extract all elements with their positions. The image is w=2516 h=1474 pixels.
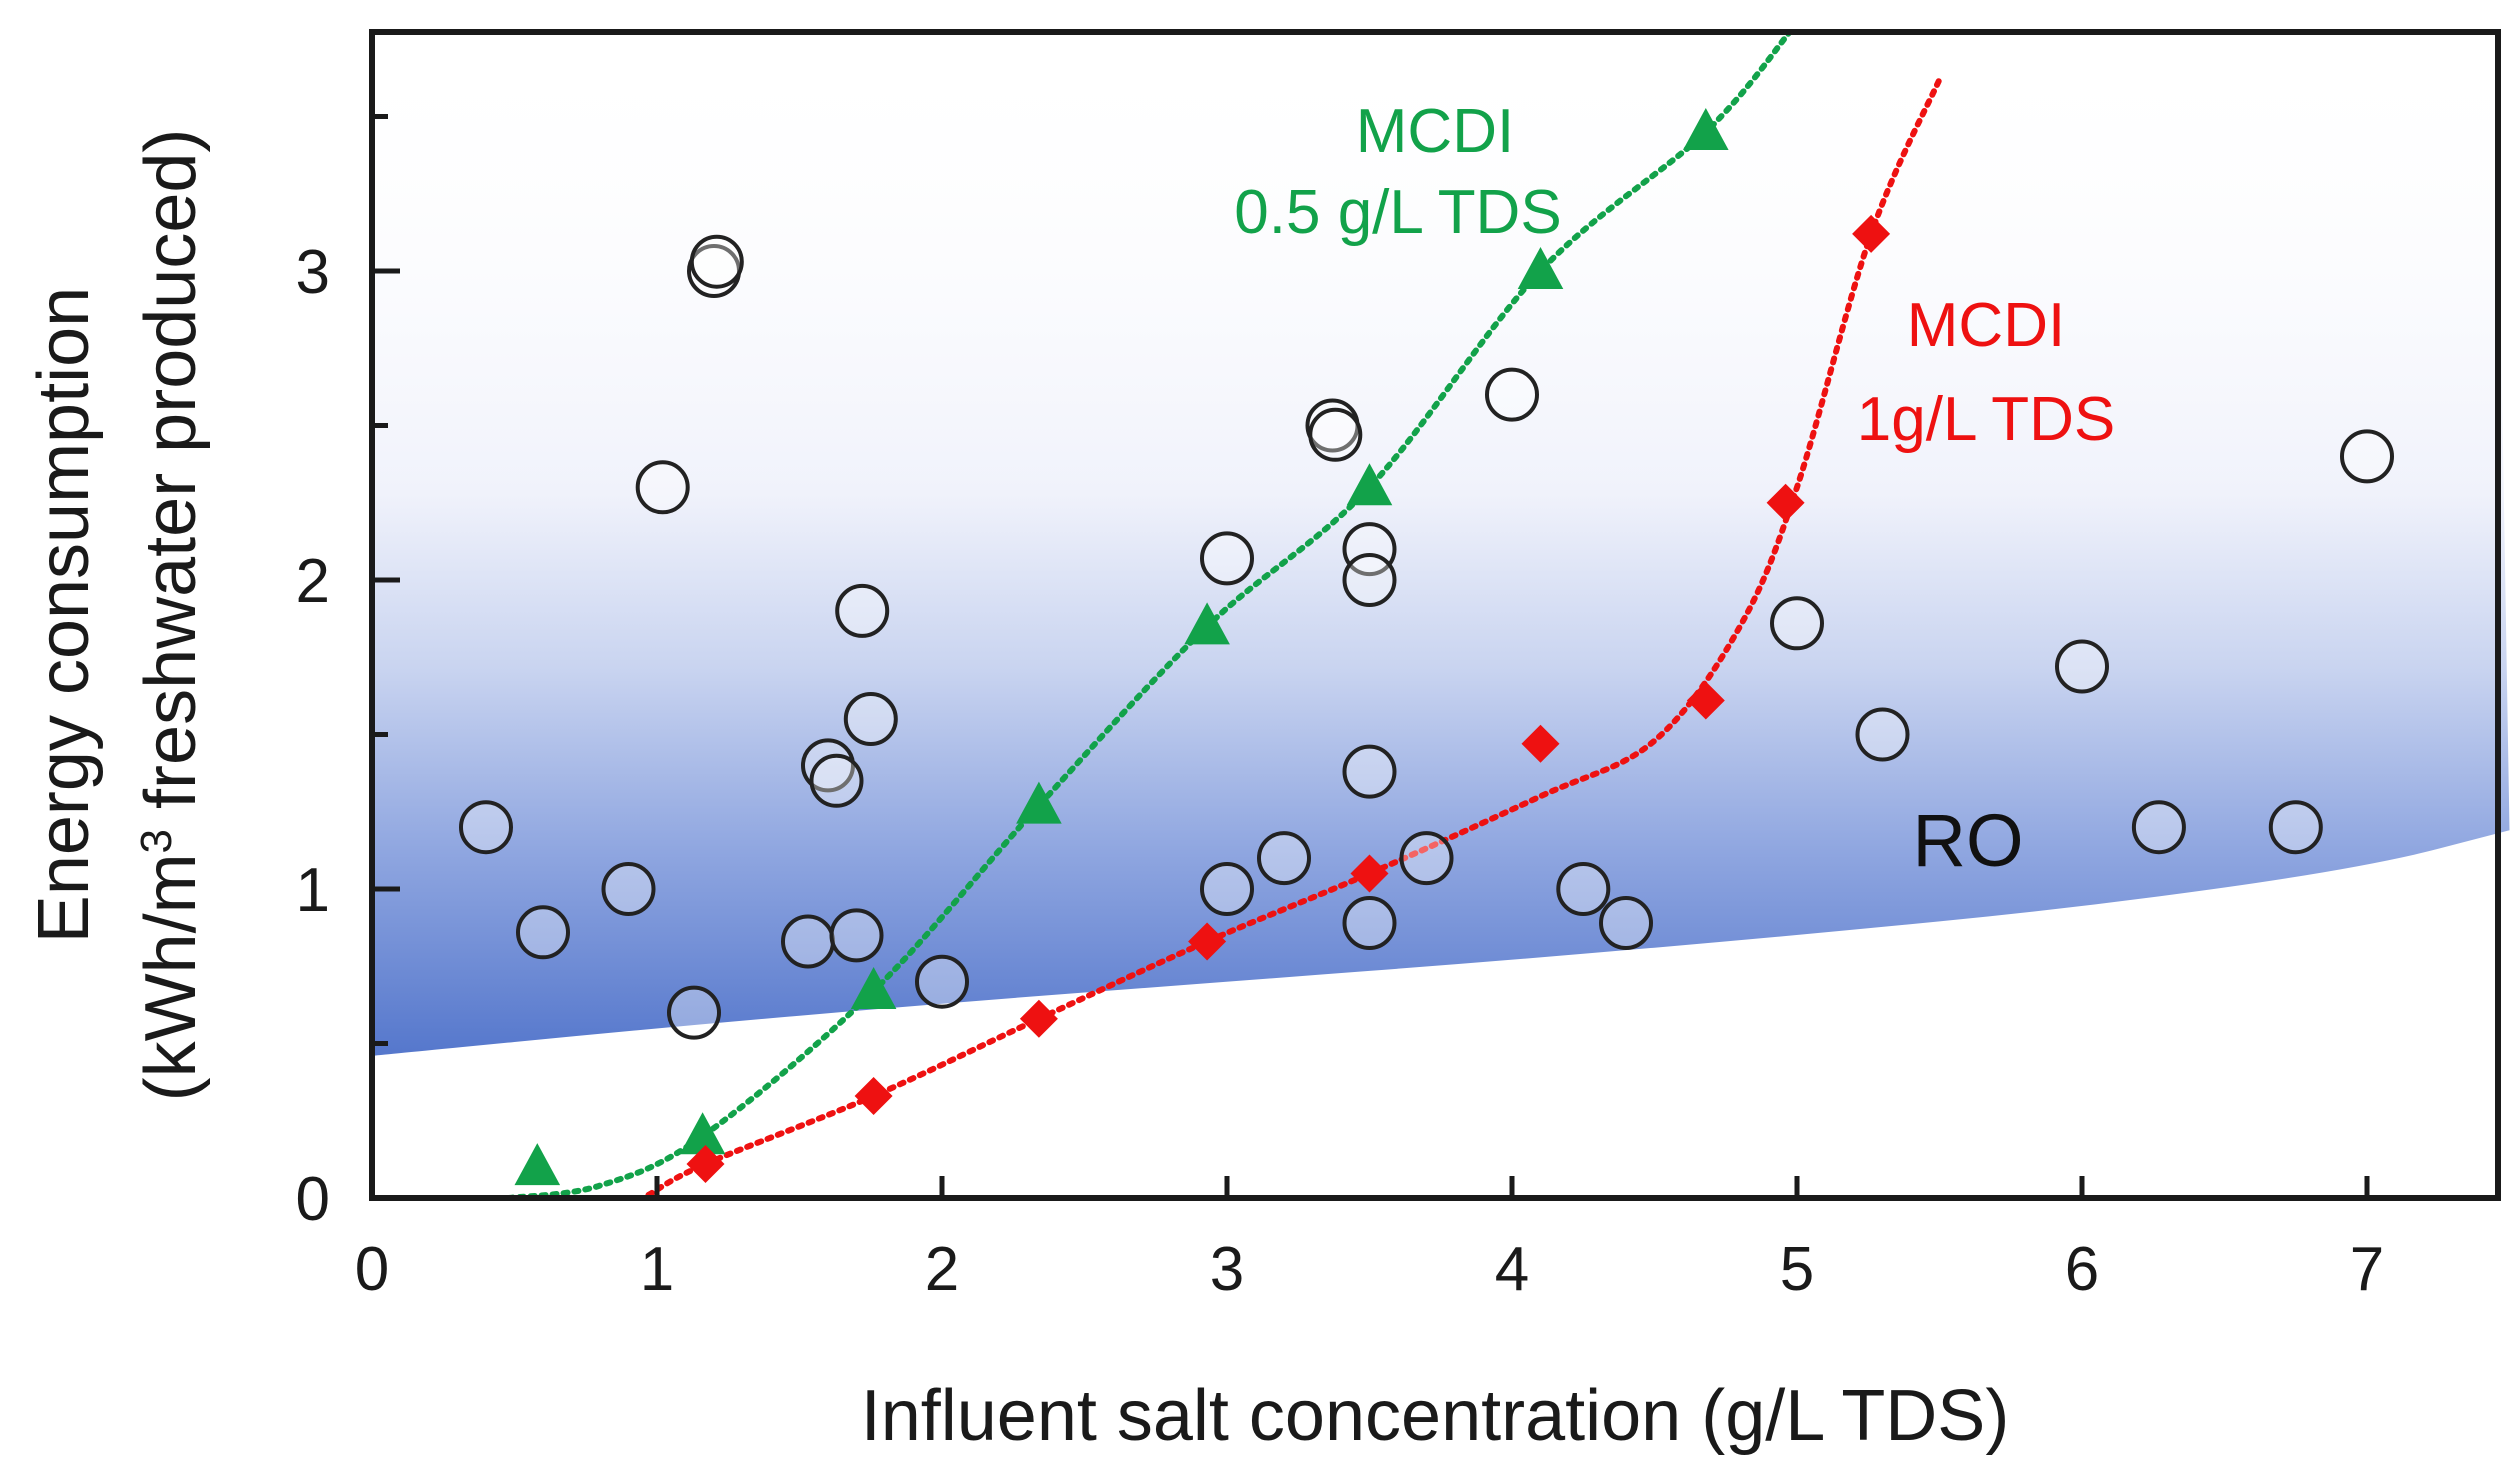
x-tick-label: 3 [1210, 1235, 1244, 1304]
literature-data-point [601, 862, 656, 916]
mcdi-1-data-point [1350, 854, 1389, 893]
mcdi-05-data-point [1184, 602, 1230, 645]
literature-data-point [843, 692, 898, 746]
markers-layer [459, 108, 2394, 1186]
literature-data-point [516, 905, 570, 960]
literature-data-point [829, 908, 884, 963]
literature-data-point [2055, 639, 2109, 694]
literature-data-point [2268, 800, 2323, 855]
mcdi-05-data-point [850, 967, 897, 1009]
mcdi-05-data-point [1346, 463, 1393, 506]
mcdi-1-label-line2: 1g/L TDS [1857, 385, 2115, 454]
literature-data-point [915, 954, 969, 1009]
literature-data-point [1200, 531, 1254, 586]
y-axis-title-line2-sup: 3 [132, 829, 181, 853]
literature-data-point [809, 753, 864, 808]
mcdi-1-data-point [1852, 214, 1891, 253]
mcdi-1-data-point [1766, 483, 1805, 522]
literature-data-point [1855, 707, 1910, 762]
mcdi-1-data-point [1521, 724, 1560, 763]
x-tick-label: 7 [2350, 1235, 2384, 1304]
ro-region-layer [372, 34, 2510, 1056]
literature-data-point [1342, 896, 1397, 950]
mcdi-05-data-point [1683, 108, 1729, 150]
literature-data-point [1556, 862, 1611, 916]
y-axis-title-line1: Energy consumption [24, 287, 104, 943]
y-axis-title-line2-post: freshwater produced) [131, 129, 211, 829]
literature-data-point [2340, 429, 2394, 484]
literature-data-point [1342, 553, 1397, 607]
mcdi-1-data-point [1019, 999, 1058, 1038]
mcdi-05-label-line1: MCDI [1356, 97, 1514, 166]
y-tick-label: 1 [296, 856, 330, 925]
literature-data-point [1485, 367, 1539, 422]
literature-data-point [1770, 596, 1824, 651]
mcdi-1-label-line1: MCDI [1907, 291, 2065, 360]
y-tick-label: 0 [296, 1165, 330, 1234]
y-axis-title-line2-pre: (kWh/m [131, 853, 211, 1101]
x-tick-label: 1 [640, 1235, 674, 1304]
literature-data-point [635, 460, 690, 515]
axes-layer: 0 1 2 3 4 5 6 7 0 1 2 3 [296, 29, 2501, 1304]
y-tick-label: 2 [296, 547, 330, 616]
mcdi-05-data-point [679, 1112, 726, 1155]
ro-region-label: RO [1913, 799, 2024, 882]
mcdi-05-data-point [514, 1143, 561, 1186]
y-tick-label: 3 [296, 238, 330, 307]
x-tick-label: 2 [925, 1235, 959, 1304]
mcdi-1-data-point [1188, 922, 1227, 961]
literature-data-point [689, 234, 744, 289]
literature-data-point [781, 914, 835, 969]
literature-data-point [1342, 522, 1397, 577]
ro-region [372, 34, 2510, 1056]
mcdi-1-data-point [686, 1145, 725, 1183]
x-tick-label: 5 [1780, 1235, 1814, 1304]
literature-data-point [1599, 896, 1653, 950]
literature-data-point [1200, 862, 1254, 916]
x-axis-title: Influent salt concentration (g/L TDS) [861, 1376, 2010, 1456]
mcdi-05-label-line2: 0.5 g/L TDS [1234, 178, 1561, 247]
literature-data-point [667, 985, 721, 1040]
mcdi-05-data-point [1517, 247, 1564, 289]
literature-data-point [1399, 831, 1454, 886]
mcdi-1-data-point [854, 1077, 893, 1115]
literature-data-point [1342, 744, 1397, 799]
y-axis-title-line2: (kWh/m3 freshwater produced) [131, 129, 211, 1102]
x-tick-label: 0 [355, 1235, 389, 1304]
x-tick-label: 6 [2065, 1235, 2099, 1304]
mcdi-1-data-point [1686, 681, 1725, 720]
literature-data-point [1308, 407, 1363, 462]
mcdi-05-data-point [1016, 781, 1062, 824]
literature-data-point [459, 800, 513, 855]
plot-frame [369, 29, 2501, 1201]
x-tick-label: 4 [1495, 1235, 1529, 1304]
literature-data-point [1257, 831, 1311, 886]
literature-data-point [2131, 800, 2186, 855]
literature-data-point [801, 738, 855, 793]
literature-data-point [835, 583, 890, 638]
